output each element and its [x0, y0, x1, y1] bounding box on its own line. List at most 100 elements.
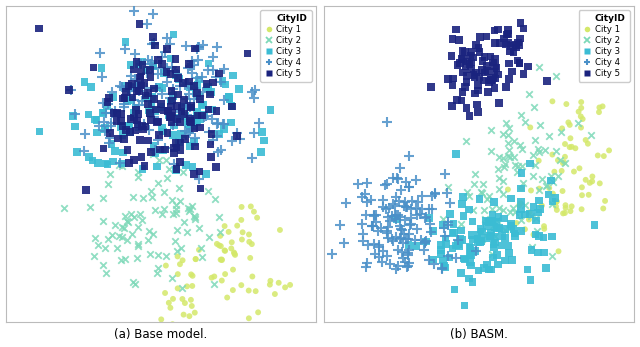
Point: [139, 121, 149, 127]
Point: [196, 102, 207, 107]
Point: [151, 107, 161, 112]
Point: [171, 67, 181, 72]
Point: [177, 286, 187, 291]
Point: [151, 86, 161, 91]
Point: [486, 77, 497, 83]
Point: [479, 78, 489, 83]
Point: [393, 177, 403, 182]
Point: [249, 130, 259, 135]
Point: [182, 112, 192, 118]
Point: [184, 208, 195, 214]
Point: [458, 213, 468, 219]
Point: [100, 126, 110, 132]
Point: [456, 98, 467, 103]
Point: [378, 204, 388, 210]
Point: [170, 68, 180, 74]
Point: [499, 155, 509, 161]
Point: [162, 130, 172, 136]
Point: [526, 188, 536, 193]
Point: [148, 96, 159, 102]
Point: [150, 43, 160, 48]
Point: [104, 171, 115, 177]
Point: [236, 282, 246, 288]
Point: [427, 206, 437, 212]
Point: [165, 71, 175, 76]
Point: [595, 105, 605, 110]
Point: [115, 83, 125, 89]
Point: [455, 60, 465, 66]
Point: [399, 199, 410, 204]
Point: [189, 139, 199, 145]
Point: [411, 243, 421, 249]
Point: [391, 235, 401, 240]
Point: [406, 215, 416, 221]
Point: [341, 201, 351, 206]
Point: [500, 226, 511, 232]
Point: [384, 205, 394, 211]
Point: [583, 141, 593, 146]
Point: [116, 111, 126, 117]
Point: [134, 111, 144, 117]
Point: [232, 130, 243, 136]
Point: [474, 74, 484, 80]
Point: [133, 124, 143, 129]
Point: [170, 140, 180, 146]
Point: [122, 237, 132, 243]
Point: [184, 91, 195, 96]
Point: [399, 231, 410, 236]
Point: [153, 137, 163, 142]
Point: [104, 95, 114, 101]
Point: [128, 194, 138, 200]
Point: [213, 121, 223, 126]
Point: [518, 71, 529, 77]
Point: [490, 69, 500, 74]
Point: [108, 110, 118, 116]
Point: [195, 96, 205, 102]
Point: [504, 250, 515, 256]
Point: [449, 221, 459, 227]
Point: [120, 84, 130, 89]
Point: [504, 61, 514, 66]
Point: [136, 69, 147, 74]
Point: [172, 206, 182, 212]
Point: [421, 238, 431, 244]
Point: [70, 124, 80, 129]
Point: [382, 230, 392, 236]
Point: [111, 245, 122, 251]
Point: [190, 144, 200, 149]
Point: [391, 195, 401, 200]
Point: [224, 96, 234, 101]
Point: [173, 185, 184, 191]
Point: [534, 187, 545, 193]
Point: [403, 250, 413, 256]
Point: [335, 222, 346, 228]
Point: [524, 217, 534, 222]
Point: [84, 204, 95, 210]
Point: [488, 212, 498, 218]
Point: [443, 253, 453, 258]
Point: [515, 142, 525, 148]
Point: [557, 168, 567, 174]
Point: [179, 97, 189, 103]
Point: [492, 252, 502, 257]
Point: [447, 53, 457, 59]
Point: [447, 230, 458, 235]
Point: [182, 81, 193, 87]
Point: [385, 218, 395, 223]
Point: [102, 162, 113, 167]
Point: [226, 120, 236, 125]
Point: [182, 229, 192, 235]
Point: [211, 133, 221, 139]
Point: [191, 91, 202, 96]
Point: [191, 118, 202, 124]
Point: [137, 123, 147, 129]
Point: [136, 218, 147, 223]
Point: [486, 230, 496, 235]
Point: [98, 219, 108, 224]
Point: [156, 104, 166, 110]
Point: [176, 132, 186, 137]
Point: [168, 93, 178, 99]
Point: [443, 219, 453, 225]
Point: [216, 257, 227, 262]
Point: [561, 202, 571, 208]
